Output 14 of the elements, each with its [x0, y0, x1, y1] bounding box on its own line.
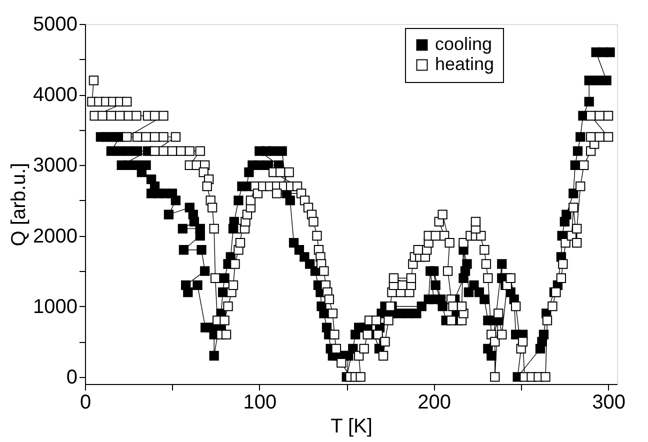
legend-label: cooling [435, 34, 492, 54]
x-tick-label: 0 [80, 392, 92, 414]
x-axis-title: T [K] [330, 416, 372, 438]
y-tick-label: 3000 [33, 154, 78, 177]
y-tick-label: 0 [66, 366, 78, 388]
y-tick-label: 2000 [33, 225, 78, 248]
x-tick-label: 100 [243, 392, 277, 414]
x-tick-label: 200 [418, 392, 452, 414]
y-tick-label: 4000 [33, 84, 78, 106]
x-tick-label: 300 [592, 392, 626, 414]
y-tick-label: 1000 [33, 296, 78, 318]
y-axis-title: Q [arb.u.] [8, 162, 30, 246]
y-tick-label: 5000 [33, 14, 78, 36]
legend-label: heating [435, 54, 494, 74]
